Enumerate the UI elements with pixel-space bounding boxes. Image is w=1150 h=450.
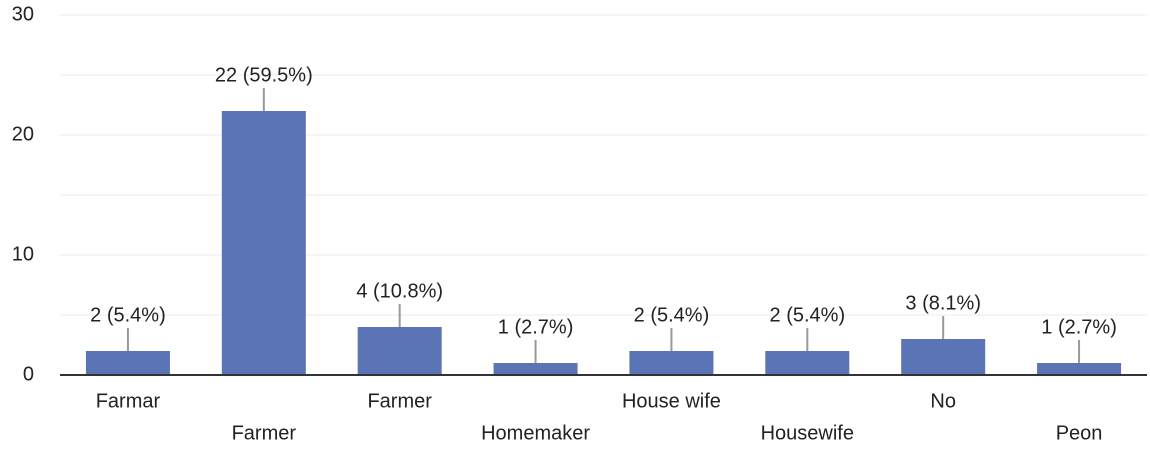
y-tick-label: 0 xyxy=(23,363,34,385)
y-tick-label: 30 xyxy=(12,3,34,25)
bar xyxy=(629,351,714,375)
bar xyxy=(357,327,442,375)
bar xyxy=(493,363,578,375)
bar xyxy=(1037,363,1122,375)
value-label: 22 (59.5%) xyxy=(215,64,313,86)
bar xyxy=(765,351,850,375)
value-label: 4 (10.8%) xyxy=(356,280,443,302)
bar xyxy=(221,111,306,375)
y-tick-label: 20 xyxy=(12,123,34,145)
x-tick-label: Peon xyxy=(1056,422,1103,444)
x-tick-label: House wife xyxy=(622,390,721,412)
bar xyxy=(901,339,986,375)
value-label: 2 (5.4%) xyxy=(770,304,846,326)
value-label: 3 (8.1%) xyxy=(905,292,981,314)
x-tick-label: No xyxy=(930,390,956,412)
x-tick-label: Farmar xyxy=(96,390,161,412)
value-label: 2 (5.4%) xyxy=(90,304,166,326)
x-tick-label: Farmer xyxy=(367,390,432,412)
x-tick-label: Farmer xyxy=(232,422,297,444)
x-tick-label: Housewife xyxy=(761,422,854,444)
value-label: 2 (5.4%) xyxy=(634,304,710,326)
value-label: 1 (2.7%) xyxy=(498,316,574,338)
x-tick-label: Homemaker xyxy=(481,422,590,444)
y-tick-label: 10 xyxy=(12,243,34,265)
value-label: 1 (2.7%) xyxy=(1041,316,1117,338)
bar xyxy=(85,351,170,375)
